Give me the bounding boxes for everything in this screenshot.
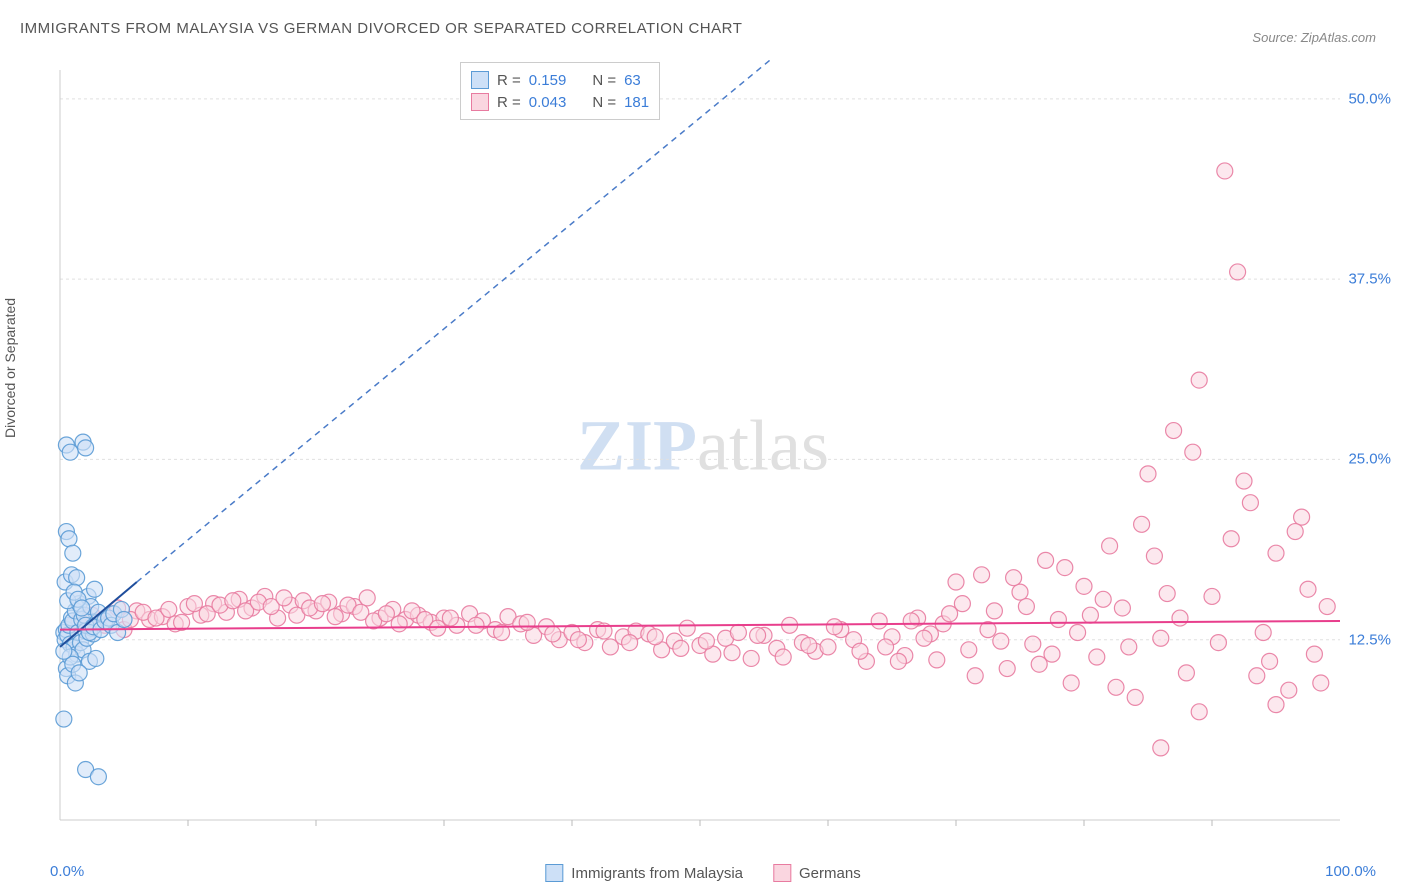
legend-item-malaysia: Immigrants from Malaysia — [545, 864, 743, 882]
legend-item-germans: Germans — [773, 864, 861, 882]
source-name: ZipAtlas.com — [1301, 30, 1376, 45]
r-value-germans: 0.043 — [529, 94, 567, 111]
n-value-germans: 181 — [624, 94, 649, 111]
swatch-germans — [471, 93, 489, 111]
stats-row-malaysia: R = 0.159 N = 63 — [471, 69, 649, 91]
r-label: R = — [497, 94, 521, 111]
stats-row-germans: R = 0.043 N = 181 — [471, 91, 649, 113]
r-label: R = — [497, 72, 521, 89]
source-attribution: Source: ZipAtlas.com — [1252, 30, 1376, 45]
x-axis-max-label: 100.0% — [1325, 863, 1376, 880]
legend-swatch-malaysia — [545, 864, 563, 882]
correlation-stats-box: R = 0.159 N = 63 R = 0.043 N = 181 — [460, 62, 660, 120]
source-label: Source: — [1252, 30, 1297, 45]
n-label: N = — [592, 72, 616, 89]
legend: Immigrants from Malaysia Germans — [545, 864, 860, 882]
x-axis-min-label: 0.0% — [50, 863, 84, 880]
legend-swatch-germans — [773, 864, 791, 882]
r-value-malaysia: 0.159 — [529, 72, 567, 89]
swatch-malaysia — [471, 71, 489, 89]
legend-label-malaysia: Immigrants from Malaysia — [571, 865, 743, 882]
scatter-plot — [50, 60, 1360, 840]
legend-label-germans: Germans — [799, 865, 861, 882]
n-value-malaysia: 63 — [624, 72, 641, 89]
n-label: N = — [592, 94, 616, 111]
y-axis-label: Divorced or Separated — [2, 298, 18, 438]
chart-title: IMMIGRANTS FROM MALAYSIA VS GERMAN DIVOR… — [20, 20, 742, 37]
